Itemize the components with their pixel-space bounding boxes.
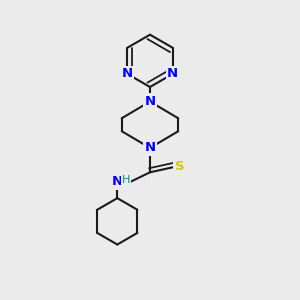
Text: N: N [122, 68, 133, 80]
Text: S: S [175, 160, 184, 173]
Text: N: N [144, 141, 156, 154]
Text: H: H [122, 175, 130, 185]
Text: N: N [112, 175, 123, 188]
Text: N: N [144, 95, 156, 108]
Text: N: N [167, 68, 178, 80]
